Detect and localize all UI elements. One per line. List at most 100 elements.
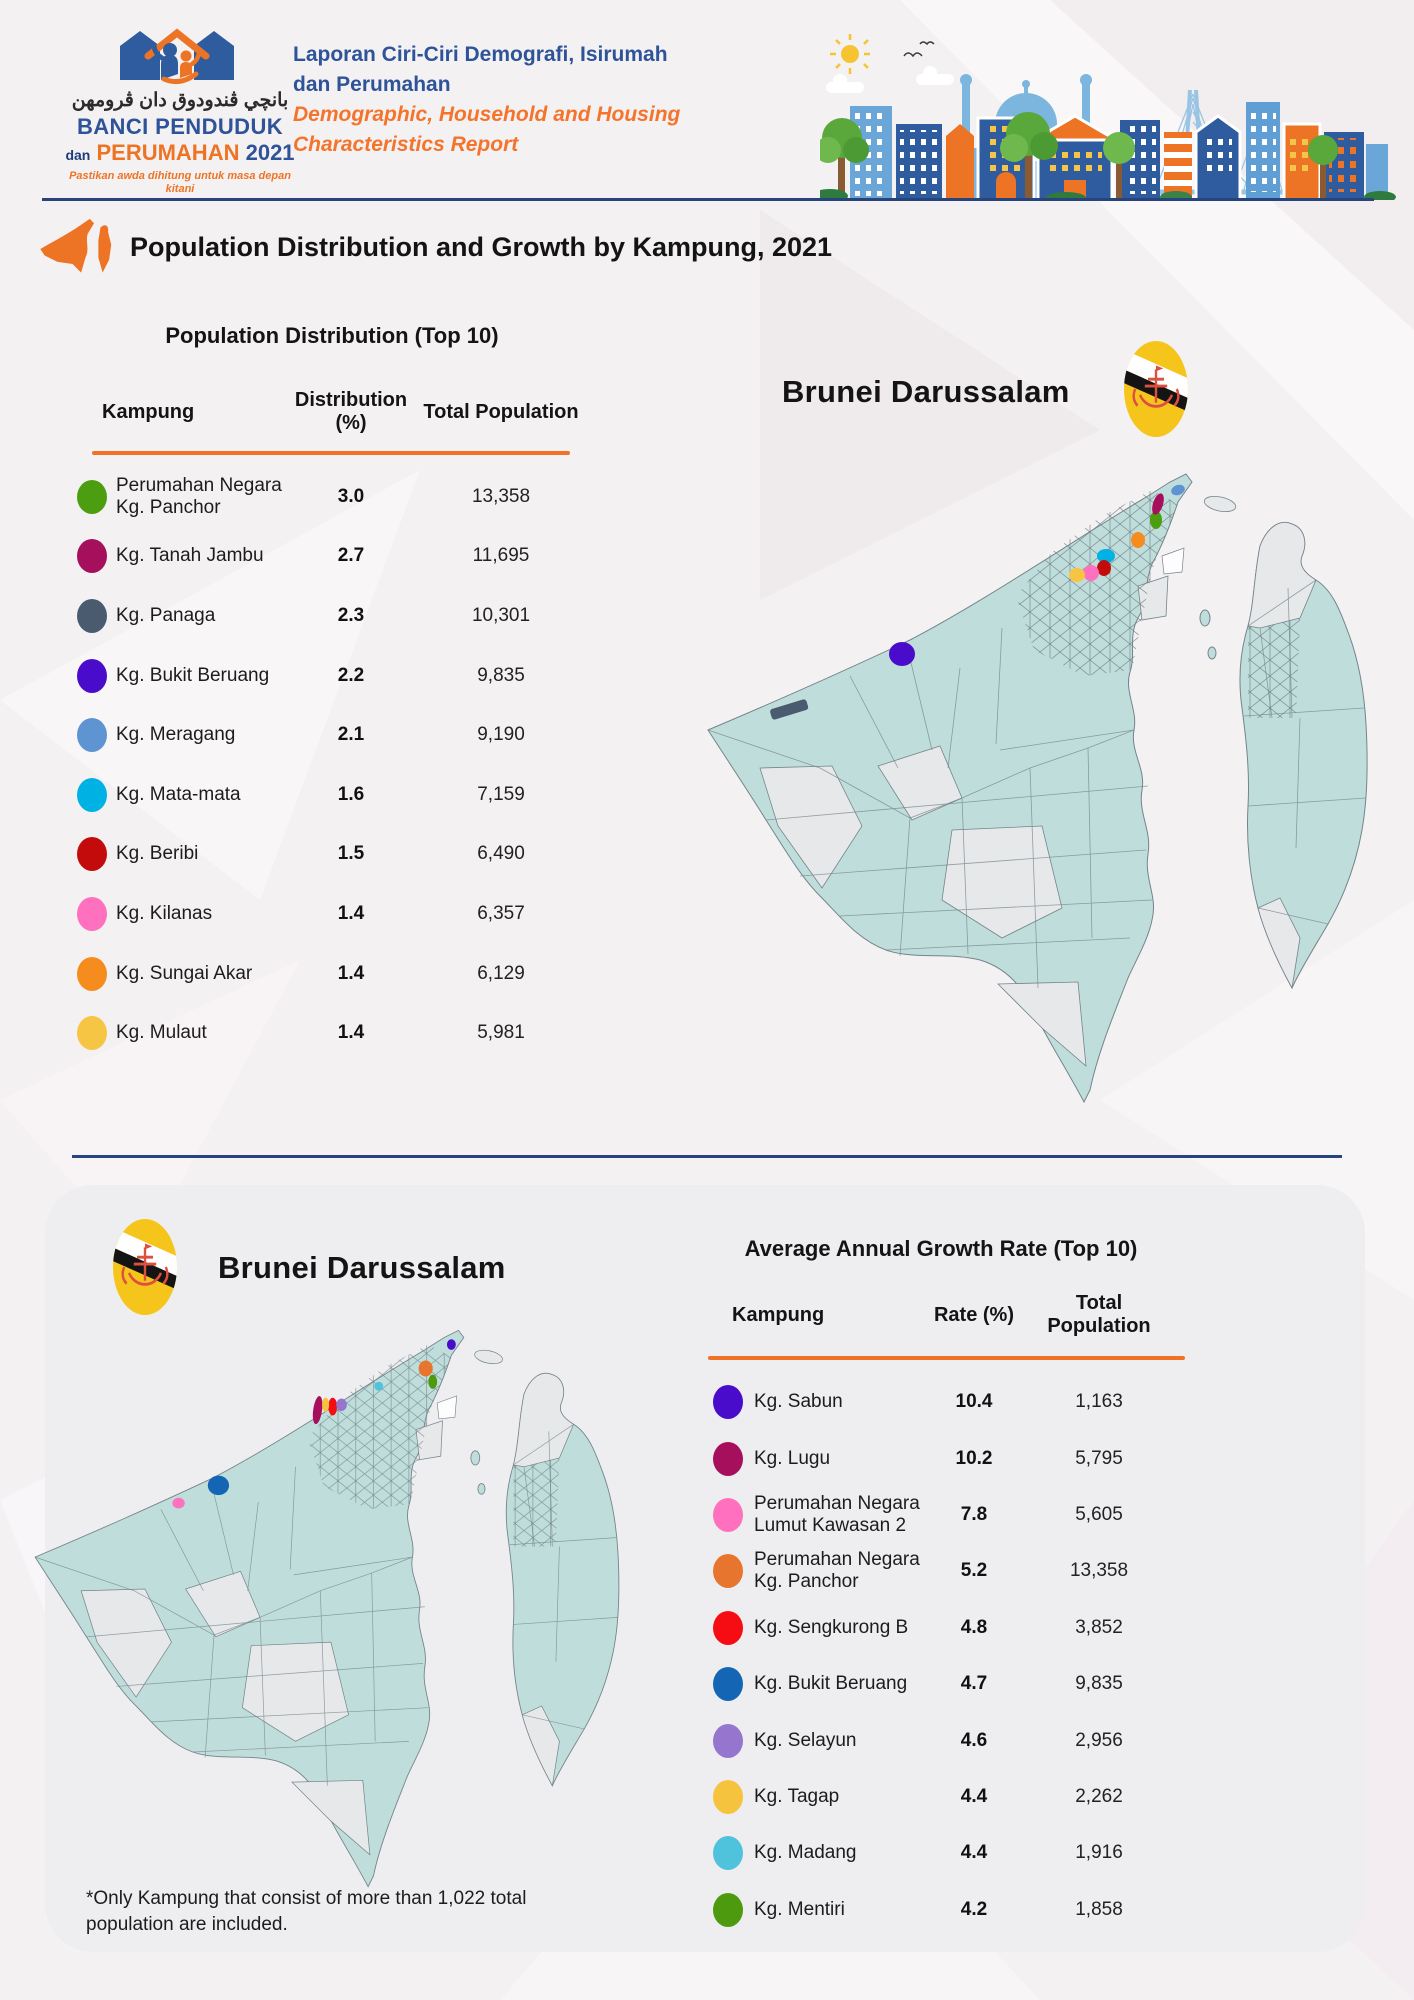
map-highlight-kg-mulaut (1069, 568, 1085, 582)
growth-rate-value: 4.4 (960, 1842, 988, 1864)
distribution-table-rows: Perumahan Negara Kg. Panchor 3.0 13,358 Kg.… (72, 467, 592, 1063)
kampung-name: Kg. Tagap (754, 1785, 840, 1807)
kampung-name: Kg. Sungai Akar (116, 962, 253, 984)
table-row: Kg. Mulaut 1.4 5,981 (72, 1003, 592, 1063)
table-row: Kg. Meragang 2.1 9,190 (72, 705, 592, 765)
total-population-value: 3,852 (1075, 1616, 1123, 1638)
header-divider (42, 198, 1374, 201)
map-highlight-kg-bukit-beruang (207, 1475, 230, 1496)
growth-rate-value: 10.4 (955, 1391, 993, 1413)
growth-rate-value: 4.4 (960, 1785, 988, 1807)
report-title-english-2: Characteristics Report (293, 133, 519, 156)
map-highlight-kg-madang (374, 1381, 384, 1391)
kampung-name: Kg. Bukit Beruang (754, 1673, 908, 1695)
report-title-block: Laporan Ciri-Ciri Demografi, Isirumah da… (293, 40, 680, 160)
growth-rate-value: 5.2 (960, 1560, 988, 1582)
map-highlight-kg-tagap (322, 1397, 330, 1412)
distribution-value: 2.2 (337, 664, 365, 686)
growth-table-rows: Kg. Sabun 10.4 1,163 Kg. Lugu 10.2 5,795 Perum… (706, 1374, 1176, 1938)
cityscape-illustration (820, 34, 1396, 200)
total-population-value: 2,956 (1075, 1729, 1123, 1751)
logo-title-line1: BANCI PENDUDUK (76, 114, 284, 140)
map-highlight-kg-sungai-akar (1131, 532, 1145, 548)
growth-rate-value: 4.7 (960, 1673, 988, 1695)
total-population-value: 6,490 (477, 843, 525, 865)
distribution-value: 1.4 (337, 1022, 365, 1044)
total-population-value: 2,262 (1075, 1785, 1123, 1807)
table-row: Kg. Panaga 2.3 10,301 (72, 586, 592, 646)
kampung-name: Kg. Bukit Beruang (116, 664, 270, 686)
kampung-name: Kg. Tanah Jambu (116, 545, 264, 567)
map-bottom-highlights (172, 1339, 456, 1509)
kampung-name: Kg. Madang (754, 1842, 857, 1864)
kampung-color-dot (77, 479, 107, 514)
kampung-name: Perumahan Negara Kg. Panchor (754, 1549, 920, 1593)
kampung-color-dot (77, 777, 107, 812)
kampung-name: Kg. Mata-mata (116, 783, 241, 805)
kampung-name: Perumahan Negara Lumut Kawasan 2 (754, 1492, 920, 1536)
map-highlight-kg-sengkurong-b (328, 1397, 338, 1416)
kampung-color-dot (713, 1554, 743, 1589)
growth-rate-value: 4.6 (960, 1729, 988, 1751)
total-population-value: 5,795 (1075, 1447, 1123, 1469)
kampung-name: Kg. Mulaut (116, 1022, 207, 1044)
kampung-color-dot (713, 1723, 743, 1758)
map-highlight-kg-mentiri (428, 1374, 438, 1389)
growth-rate-value: 4.8 (960, 1616, 988, 1638)
kampung-name: Kg. Meragang (116, 724, 236, 746)
column-header-total-population: Total Population (423, 400, 579, 423)
table-row: Kg. Kilanas 1.4 6,357 (72, 884, 592, 944)
logo-dan: dan (65, 147, 91, 164)
kampung-color-dot (713, 1892, 743, 1927)
table-row: Kg. Selayun 4.6 2,956 (706, 1712, 1176, 1768)
total-population-value: 13,358 (471, 485, 531, 507)
table-row: Kg. Tagap 4.4 2,262 (706, 1769, 1176, 1825)
map-highlight-kg-beribi (1097, 560, 1111, 576)
logo-title-line2: dan PERUMAHAN 2021 (58, 140, 302, 166)
distribution-table-header: Kampung Distribution (%) Total Populatio… (72, 389, 592, 435)
kampung-color-dot (77, 837, 107, 872)
distribution-value: 1.4 (337, 962, 365, 984)
table-row: Perumahan Negara Kg. Panchor 5.2 13,358 (706, 1543, 1176, 1599)
map-highlight-lumut-kawasan-2 (172, 1497, 185, 1509)
kampung-color-dot (713, 1441, 743, 1476)
brunei-map-icon (40, 218, 112, 273)
kampung-name: Kg. Mentiri (754, 1898, 845, 1920)
distribution-value: 2.7 (337, 545, 365, 567)
total-population-value: 9,835 (1075, 1673, 1123, 1695)
map-highlight-kg-mata-mata (1097, 549, 1115, 563)
table-row: Kg. Sungai Akar 1.4 6,129 (72, 944, 592, 1004)
table-row: Kg. Sabun 10.4 1,163 (706, 1374, 1176, 1430)
logo-arabic-title: بانچي ڤندودوق دان ڤرومهن (71, 90, 289, 111)
country-title-top: Brunei Darussalam (782, 374, 1070, 409)
growth-rate-value: 7.8 (960, 1503, 988, 1525)
column-header-rate: Rate (%) (933, 1303, 1014, 1326)
growth-rate-value: 4.2 (960, 1898, 988, 1920)
table-row: Kg. Bukit Beruang 2.2 9,835 (72, 646, 592, 706)
distribution-table: Population Distribution (Top 10) Kampung… (72, 323, 592, 1063)
map-highlight-kg-sabun (446, 1339, 456, 1350)
map-highlight-kg-panaga (770, 699, 809, 720)
total-population-value: 1,163 (1075, 1391, 1123, 1413)
distribution-table-title: Population Distribution (Top 10) (165, 323, 499, 348)
growth-table-header: Kampung Rate (%) Total Population (706, 1292, 1176, 1338)
kampung-name: Kg. Selayun (754, 1729, 857, 1751)
kampung-color-dot (713, 1836, 743, 1871)
total-population-value: 6,357 (477, 902, 525, 924)
kampung-color-dot (77, 956, 107, 991)
kampung-name: Perumahan Negara Kg. Panchor (116, 474, 282, 518)
logo-tagline: Pastikan awda dihitung untuk masa depan … (69, 170, 291, 196)
map-highlight-kg-panchor (1150, 511, 1162, 529)
country-title-bottom: Brunei Darussalam (218, 1250, 506, 1285)
table-row: Kg. Mentiri 4.2 1,858 (706, 1882, 1176, 1938)
distribution-value: 1.4 (337, 902, 365, 924)
map-highlight-kg-meragang (1171, 484, 1185, 496)
kampung-color-dot (713, 1779, 743, 1814)
column-header-kampung: Kampung (732, 1303, 825, 1326)
map-highlight-kg-selayun (336, 1398, 347, 1411)
total-population-value: 6,129 (477, 962, 525, 984)
census-logo-emblem (120, 28, 234, 85)
total-population-value: 1,858 (1075, 1898, 1123, 1920)
table-row: Perumahan Negara Lumut Kawasan 2 7.8 5,605 (706, 1487, 1176, 1543)
